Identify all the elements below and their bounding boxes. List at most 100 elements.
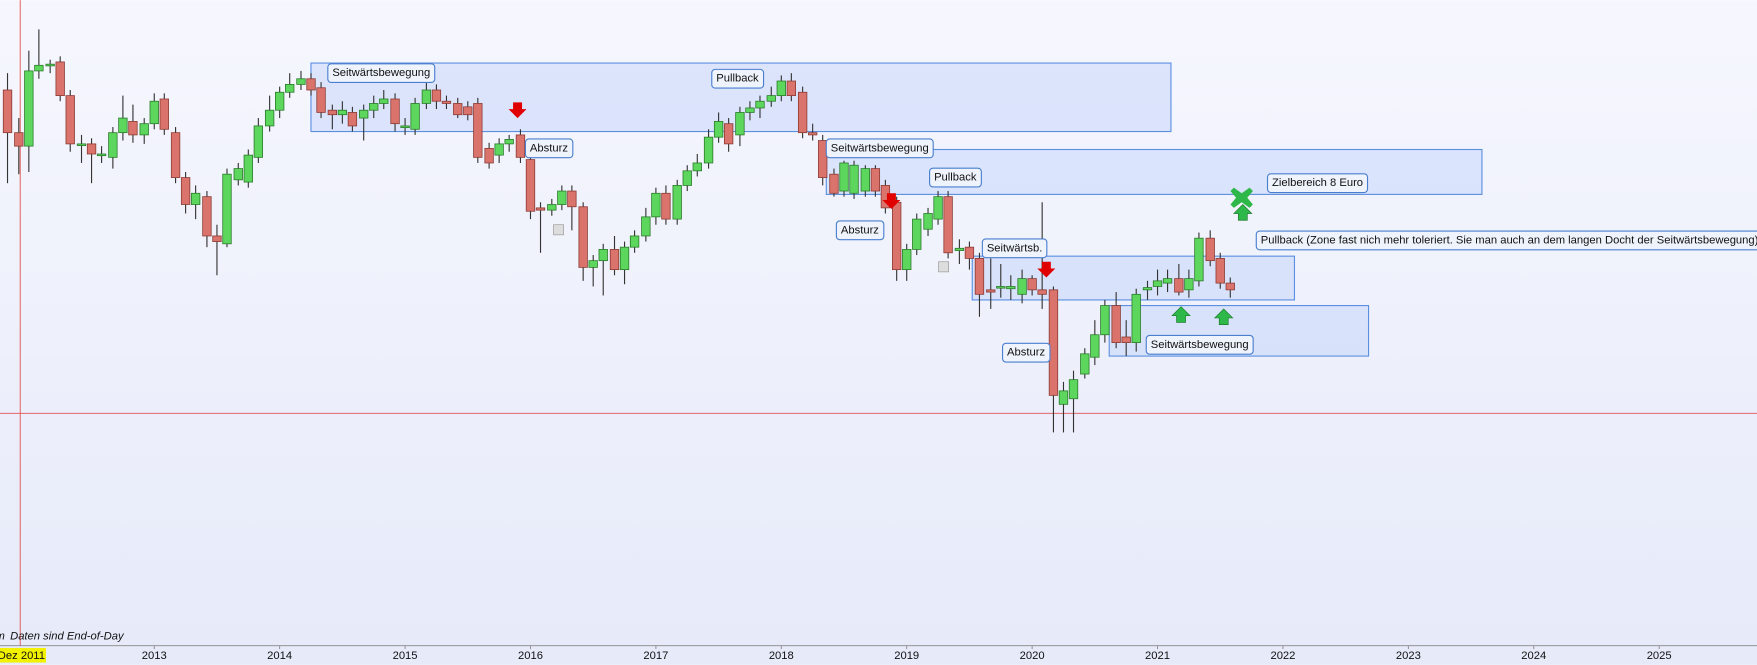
candle-body — [964, 246, 975, 259]
candle-body — [180, 177, 191, 205]
candle-body — [786, 80, 796, 97]
candle-body — [1037, 289, 1047, 295]
annotation-box — [981, 238, 1048, 259]
annotation: Absturz — [530, 142, 568, 154]
candle-body — [723, 123, 734, 145]
candle-body — [1142, 287, 1153, 291]
annotation-box — [825, 138, 934, 159]
candle-body — [118, 117, 128, 134]
candle-body — [222, 173, 232, 245]
x-tick-label: 2020 — [1020, 650, 1045, 662]
candle-body — [202, 196, 212, 237]
candle-body — [170, 132, 181, 178]
candle-body — [829, 173, 839, 194]
candle-body — [870, 168, 881, 192]
candle-body — [682, 170, 692, 186]
candle-body — [849, 164, 859, 194]
candle-body — [96, 153, 107, 157]
candle-body — [45, 63, 55, 67]
annotation-box — [327, 63, 436, 84]
candle-body — [567, 190, 577, 208]
candle-body — [139, 123, 149, 136]
x-tick-label: 2024 — [1521, 650, 1546, 662]
candle-body — [1006, 286, 1016, 290]
candle-body — [1090, 334, 1100, 358]
candle-body — [421, 89, 432, 104]
candle-body — [504, 139, 514, 145]
candle-body — [1225, 282, 1235, 291]
candle-body — [484, 147, 494, 164]
candle-body — [159, 98, 169, 130]
down-arrow — [1037, 261, 1056, 278]
candle-body — [1131, 293, 1141, 343]
x-tick-label: 2013 — [142, 650, 167, 662]
annotation: Absturz — [841, 224, 879, 236]
candle-body — [379, 98, 389, 104]
x-tick-label: 2025 — [1647, 650, 1672, 662]
candle-body — [390, 98, 400, 125]
candle-body — [431, 89, 442, 102]
candle-body — [1068, 379, 1079, 400]
candle-body — [839, 162, 849, 192]
up-arrow — [1213, 308, 1234, 325]
x-tick-label: 2019 — [894, 650, 919, 662]
x-tick-label: 2015 — [393, 650, 418, 662]
candle-body — [1184, 278, 1194, 291]
candle-body — [755, 100, 765, 109]
candle-body — [515, 134, 526, 158]
candle-body — [149, 100, 159, 125]
candle-body — [609, 249, 620, 271]
candle-body — [1048, 289, 1059, 396]
candle-body — [641, 216, 651, 237]
candle-body — [703, 136, 714, 164]
up-arrow — [1171, 306, 1191, 323]
x-tick-label: 2018 — [769, 650, 794, 662]
candle-body — [14, 132, 24, 147]
candle-body — [337, 109, 348, 116]
candle-body — [547, 204, 557, 211]
candle-body — [1017, 278, 1027, 295]
candle-body — [860, 168, 870, 192]
annotation: Pullback — [934, 172, 977, 184]
candle-body — [359, 109, 369, 119]
candle-body — [557, 190, 567, 205]
candle-body — [108, 132, 118, 158]
candle-body — [651, 192, 661, 218]
x-tick-label: 2014 — [267, 650, 292, 662]
annotation: Seitwärtsb. — [987, 242, 1043, 254]
candle-body — [974, 258, 985, 295]
annotation-box — [1145, 334, 1254, 355]
annotation: Zielbereich 8 Euro — [1272, 177, 1363, 189]
calendar-icon — [553, 224, 564, 236]
candles — [2, 29, 1235, 433]
candle-body — [212, 235, 222, 242]
candle-body — [253, 125, 264, 158]
candle-body — [933, 196, 943, 220]
candle-body — [598, 249, 608, 262]
annotation-box — [1255, 230, 1757, 251]
candle-body — [713, 121, 724, 138]
candle-body — [912, 218, 922, 250]
candle-body — [347, 112, 358, 127]
candle-body — [735, 112, 745, 136]
candle-body — [264, 109, 275, 127]
candle-body — [453, 103, 463, 116]
candle-body — [1205, 237, 1215, 262]
note: m — [0, 631, 5, 643]
candle-body — [1121, 336, 1131, 343]
candle-body — [692, 162, 702, 172]
candle-body — [473, 103, 483, 158]
calendar-icon — [938, 261, 950, 273]
annotation-box — [835, 220, 885, 241]
candle-body — [535, 207, 546, 211]
candle-body — [275, 91, 285, 111]
candle-body — [55, 61, 65, 97]
candle-body — [1111, 305, 1121, 343]
candle-body — [410, 103, 420, 130]
annotation-box — [711, 68, 765, 89]
candle-body — [190, 192, 201, 205]
candle-body — [128, 121, 138, 136]
candle-body — [943, 196, 953, 254]
annotation: Seitwärtsbewegung — [1151, 339, 1249, 351]
